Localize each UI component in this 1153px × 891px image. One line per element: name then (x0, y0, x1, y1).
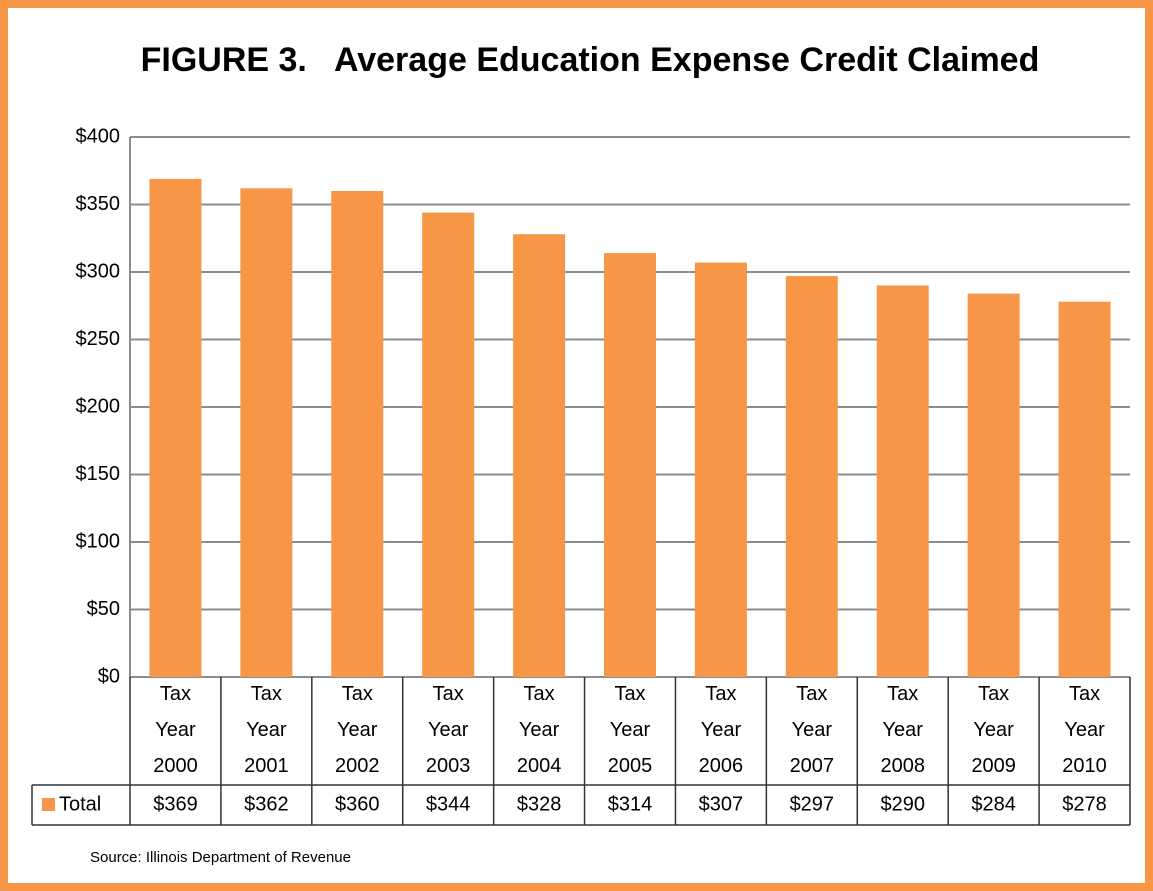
x-tick-label: Tax Year 2004 (517, 683, 562, 777)
x-tick-label: Tax Year 2009 (971, 683, 1016, 777)
value-label: $369 (153, 793, 198, 815)
x-tick-label: Tax Year 2006 (699, 683, 744, 777)
bar (604, 253, 656, 677)
value-label: $284 (971, 793, 1016, 815)
legend-label: Total (59, 793, 101, 815)
y-tick-label: $250 (76, 328, 121, 350)
value-label: $297 (790, 793, 835, 815)
bar (331, 191, 384, 677)
bar (1058, 301, 1111, 677)
value-label: $360 (335, 793, 380, 815)
bar (967, 293, 1020, 677)
bar (785, 276, 838, 677)
x-tick-label: Tax Year 2002 (335, 683, 380, 777)
value-label: $362 (244, 793, 289, 815)
bar (240, 188, 293, 678)
y-tick-label: $50 (87, 598, 120, 620)
value-label: $278 (1062, 793, 1107, 815)
y-tick-label: $150 (76, 463, 121, 485)
y-tick-label: $200 (76, 395, 121, 417)
bar (149, 178, 202, 677)
x-tick-label: Tax Year 2008 (880, 683, 925, 777)
value-label: $344 (426, 793, 471, 815)
y-tick-label: $0 (98, 665, 120, 687)
chart-title: FIGURE 3. Average Education Expense Cred… (141, 41, 1040, 79)
x-tick-label: Tax Year 2001 (244, 683, 289, 777)
x-tick-label: Tax Year 2010 (1062, 683, 1107, 777)
bar (422, 212, 475, 677)
x-tick-label: Tax Year 2000 (153, 683, 198, 777)
x-tick-label: Tax Year 2005 (608, 683, 653, 777)
value-label: $307 (699, 793, 744, 815)
legend-swatch (42, 798, 55, 811)
value-label: $314 (608, 793, 653, 815)
y-tick-label: $100 (76, 530, 121, 552)
value-label: $290 (880, 793, 925, 815)
y-tick-label: $300 (76, 260, 121, 282)
x-tick-label: Tax Year 2007 (790, 683, 835, 777)
bar (876, 285, 929, 677)
x-tick-label: Tax Year 2003 (426, 683, 471, 777)
source: Source: Illinois Department of Revenue (90, 849, 351, 866)
value-label: $328 (517, 793, 562, 815)
bar (694, 262, 747, 677)
bar (513, 234, 566, 677)
y-tick-label: $350 (76, 193, 121, 215)
y-tick-label: $400 (76, 125, 121, 147)
